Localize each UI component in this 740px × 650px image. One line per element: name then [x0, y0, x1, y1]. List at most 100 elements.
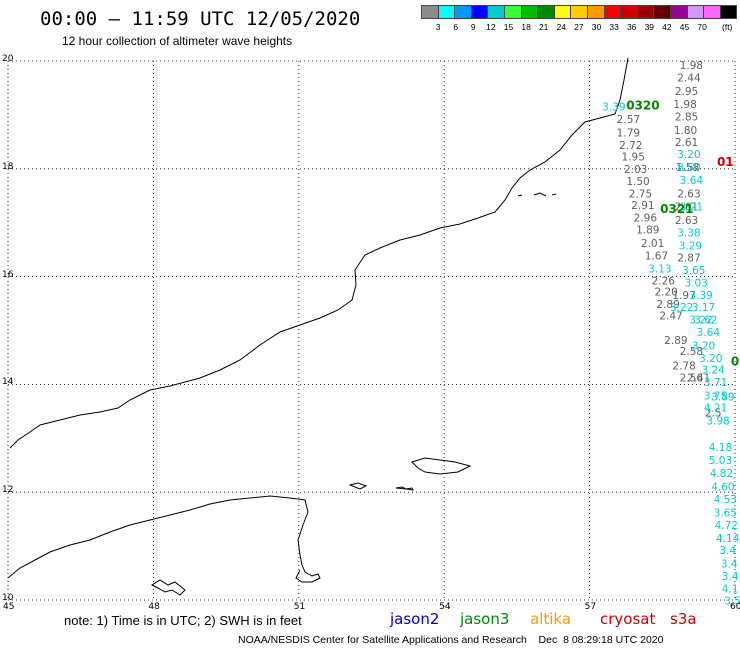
swh-value: 1.80	[674, 125, 697, 137]
color-scale-label: 30	[591, 22, 602, 32]
color-scale-label: 36	[626, 22, 637, 32]
pass-time-label: 0	[731, 355, 739, 369]
pass-time-label: 0320	[626, 99, 659, 113]
swh-value: 3.20	[677, 149, 700, 161]
color-scale-label: 6	[453, 22, 459, 32]
color-scale-label: 42	[662, 22, 672, 32]
latitude-label: 10	[2, 593, 14, 603]
swh-value: 2.41	[687, 373, 710, 385]
swh-value: 1.58	[676, 162, 699, 174]
color-scale-label: 33	[609, 22, 619, 32]
swh-value: 3.71	[704, 377, 727, 389]
swh-value: 2.03	[624, 164, 647, 176]
footer-credit: NOAA/NESDIS Center for Satellite Applica…	[238, 634, 664, 646]
swh-value: 4.18	[709, 442, 732, 454]
color-scale-label: 45	[679, 22, 690, 32]
swh-value: 4.72	[715, 520, 738, 532]
mission-legend-item: cryosat	[600, 610, 656, 628]
swh-value: 3.75	[704, 390, 727, 402]
color-scale-label: 27	[574, 22, 584, 32]
swh-value: 1.89	[636, 224, 659, 236]
color-scale-label: 39	[644, 22, 655, 32]
altimeter-tracks: 1.982.442.951.982.851.802.611.582.632.61…	[602, 60, 740, 607]
swh-value: 4.60	[711, 482, 734, 494]
swh-value: 3.62	[694, 314, 717, 326]
color-scale-labels: 3 6 9 12 15 18 21 24 27 30 33 36 39 42 45 70	[421, 22, 740, 34]
swh-value: 4.21	[704, 402, 727, 414]
color-scale-label: 15	[503, 22, 514, 32]
longitude-label: 60	[730, 602, 740, 612]
color-scale-label: 3	[435, 22, 441, 32]
swh-value: 1.97	[672, 290, 695, 302]
mission-legend-item: jason3	[460, 610, 510, 628]
swh-value: 4.14	[716, 533, 740, 545]
latitude-label: 20	[2, 54, 14, 64]
samhah-island	[395, 486, 407, 490]
latitude-label: 18	[2, 161, 14, 172]
swh-value: 3.20	[692, 340, 715, 352]
pass-time-label: 01	[717, 155, 734, 169]
color-scale-unit: (ft)	[722, 22, 733, 32]
swh-value: 3.17	[692, 302, 715, 314]
latitude-label: 12	[2, 485, 14, 496]
swh-value: 2.96	[634, 213, 658, 225]
swh-value: 3.29	[679, 241, 702, 253]
swh-value: 3.64	[697, 327, 721, 339]
swh-value: 3.39	[602, 102, 625, 114]
mission-legend-item: jason2	[390, 610, 440, 628]
swh-value: 4.53	[714, 494, 737, 506]
swh-value: 3.89	[711, 392, 734, 404]
color-scale-label: 12	[486, 22, 496, 32]
swh-value: 8.50	[677, 162, 700, 174]
swh-value: 2.01	[641, 238, 664, 250]
pass-time-label: 0321	[660, 202, 693, 216]
swh-value: 2.75	[629, 188, 652, 200]
darsah-island	[405, 487, 414, 491]
swh-value: 3.24	[701, 365, 725, 377]
swh-value: 3.20	[699, 353, 722, 365]
latitude-label: 14	[2, 377, 14, 388]
swh-value: 1.50	[626, 176, 649, 188]
swh-value: 2.95	[675, 86, 698, 98]
swh-value: 4.82	[710, 468, 733, 480]
swh-value: 2.5	[705, 408, 722, 420]
swh-value: 2.58	[680, 346, 703, 358]
longitude-label: 48	[148, 602, 160, 612]
swh-value: 3.4	[722, 571, 739, 583]
swh-value: 3.13	[648, 263, 671, 275]
swh-value: 3.98	[706, 415, 729, 427]
mission-legend-item: altika	[530, 610, 572, 628]
longitude-label: 45	[3, 602, 15, 612]
swh-value: 2.87	[677, 253, 700, 265]
swh-value: 2.20	[654, 286, 677, 298]
color-swatch	[719, 5, 738, 19]
kuria-muria-islands	[517, 192, 557, 197]
swh-value: 3.65	[682, 265, 705, 277]
color-scale-label: 9	[470, 22, 476, 32]
horn-of-africa-coast	[7, 495, 321, 583]
color-scale-label: 18	[521, 22, 531, 32]
swh-value: 1.79	[617, 127, 640, 139]
mission-legend-item: s3a	[670, 610, 697, 628]
socotra-island	[411, 457, 472, 475]
color-scale-label: 21	[538, 22, 549, 32]
swh-value: 2.85	[675, 111, 698, 123]
map-subtitle: 12 hour collection of altimeter wave hei…	[62, 34, 293, 48]
swh-value: 2.78	[672, 360, 695, 372]
swh-value: 5.03	[709, 455, 732, 467]
swh-value: 3.64	[680, 175, 704, 187]
swh-value: 3.65	[714, 507, 737, 519]
swh-value: 3.4	[721, 559, 738, 571]
abd-al-kuri-island	[348, 482, 368, 490]
latitude-label: 16	[2, 269, 14, 280]
swh-value: 3.38	[677, 228, 700, 240]
swh-value: 3.4	[719, 545, 736, 557]
coastline	[7, 57, 629, 596]
swh-value: 2.89	[664, 335, 687, 347]
swh-value: 2.61	[675, 137, 698, 149]
swh-value: 2.89	[656, 299, 679, 311]
color-scale-label: 24	[556, 22, 567, 32]
longitude-label: 51	[293, 602, 306, 612]
swh-value: 2.26	[652, 276, 676, 288]
